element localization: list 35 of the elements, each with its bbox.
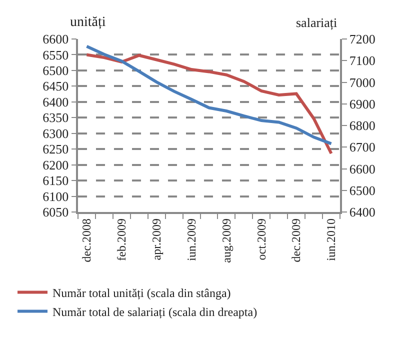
x-tick-label: dec.2008: [80, 218, 94, 262]
y-tick-label: 6150: [42, 173, 69, 188]
y-tick-label: 6300: [42, 126, 69, 141]
y-axis-title: unități: [70, 15, 106, 30]
line-series: [85, 53, 333, 155]
line-series: [85, 44, 333, 146]
y-tick-label: 6500: [42, 63, 69, 78]
y-tick-label: 6050: [42, 204, 69, 220]
y2-tick-label: 6800: [349, 118, 376, 134]
x-tick-label: apr.2009: [150, 218, 164, 260]
y-tick-label: 6450: [42, 78, 69, 94]
y2-tick-label: 7000: [349, 74, 376, 90]
y-tick-label: 6200: [42, 157, 69, 172]
x-tick-label: aug.2009: [219, 218, 234, 263]
y-tick-label: 6350: [42, 110, 69, 126]
y-tick-label: 6600: [42, 32, 69, 47]
y2-tick-label: 6900: [349, 96, 376, 112]
legend-label: Număr total unități (scala din stânga): [52, 286, 231, 300]
y2-tick-label: 6700: [349, 140, 376, 155]
y-tick-label: 6100: [42, 188, 69, 204]
x-tick-label: oct.2009: [254, 218, 268, 260]
y2-tick-label: 6400: [349, 204, 376, 220]
x-tick-label: dec.2009: [289, 218, 304, 262]
y2-tick-label: 7200: [349, 32, 376, 47]
y2-tick-label: 6600: [349, 161, 376, 176]
y-tick-label: 6400: [42, 94, 69, 110]
y-tick-label: 6550: [42, 47, 69, 62]
x-tick-label: iun.2010: [324, 218, 338, 261]
y2-tick-label: 6500: [349, 182, 376, 198]
x-tick-label: iun.2009: [184, 218, 198, 261]
y2-axis-title: salariați: [296, 15, 338, 30]
y-tick-label: 6250: [42, 142, 69, 157]
legend-label: Număr total de salariați (scala din dreapta): [52, 304, 258, 319]
x-tick-label: feb.2009: [114, 218, 129, 261]
y2-tick-label: 7100: [349, 53, 376, 68]
